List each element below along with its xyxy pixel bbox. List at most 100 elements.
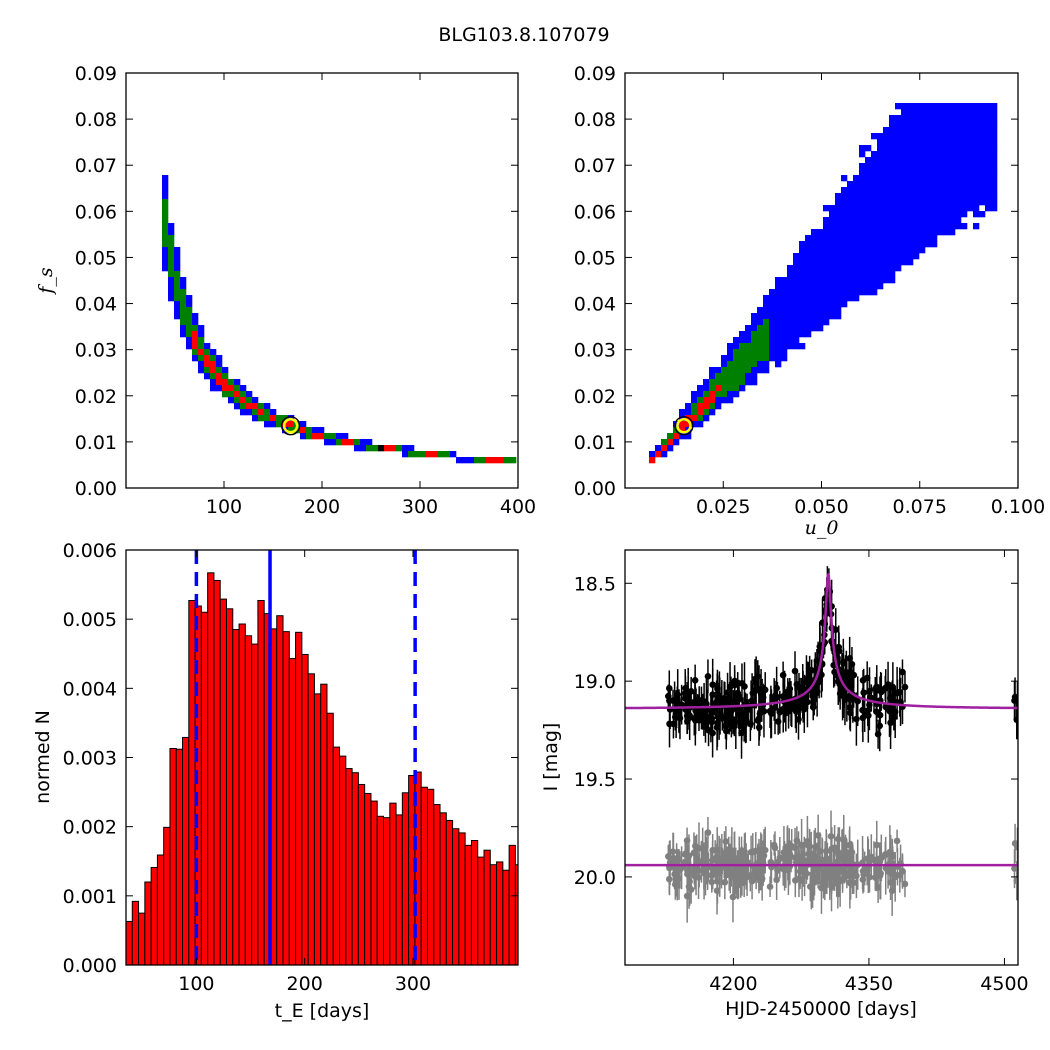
x-tick-label: 4350 — [845, 973, 893, 995]
heatmap-cell — [823, 241, 830, 248]
heatmap-cell — [907, 163, 914, 170]
heatmap-cell — [883, 145, 890, 152]
data-point — [673, 696, 681, 704]
heatmap-cell — [745, 355, 752, 362]
heatmap-cell — [162, 211, 169, 218]
heatmap-cell — [360, 445, 367, 452]
heatmap-cell — [991, 175, 998, 182]
residual-point — [795, 875, 803, 883]
heatmap-cell — [763, 319, 770, 326]
histogram-bar — [528, 834, 534, 965]
histogram-bar — [225, 608, 234, 965]
heatmap-cell — [907, 253, 914, 260]
heatmap-cell — [246, 403, 253, 410]
data-point — [734, 689, 742, 697]
heatmap-cell — [973, 223, 980, 230]
residual-point — [863, 867, 871, 875]
heatmap-cell — [739, 385, 746, 392]
heatmap-cell — [655, 451, 662, 458]
heatmap-cell — [925, 175, 932, 182]
heatmap-cell — [961, 187, 968, 194]
residual-point — [728, 847, 736, 855]
heatmap-cell — [228, 391, 235, 398]
heatmap-cell — [823, 235, 830, 242]
heatmap-cell — [829, 211, 836, 218]
heatmap-cell — [871, 163, 878, 170]
heatmap-cell — [865, 205, 872, 212]
heatmap-cell — [709, 397, 716, 404]
heatmap-cell — [985, 193, 992, 200]
residual-point — [665, 853, 672, 860]
heatmap-cell — [985, 103, 992, 110]
heatmap-cell — [925, 193, 932, 200]
heatmap-cell — [955, 157, 962, 164]
heatmap-cell — [859, 265, 866, 272]
heatmap-cell — [847, 241, 854, 248]
data-point — [721, 695, 728, 702]
heatmap-cell — [901, 235, 908, 242]
heatmap-cell — [937, 199, 944, 206]
heatmap-cell — [907, 223, 914, 230]
heatmap-cell — [174, 283, 181, 290]
residual-point — [734, 871, 742, 879]
heatmap-cell — [967, 193, 974, 200]
heatmap-cell — [877, 223, 884, 230]
heatmap-cell — [757, 349, 764, 356]
heatmap-cell — [198, 337, 205, 344]
heatmap-cell — [354, 445, 361, 452]
heatmap-cell — [889, 169, 896, 176]
heatmap-cell — [985, 121, 992, 128]
heatmap-cell — [907, 241, 914, 248]
heatmap-cell — [949, 145, 956, 152]
heatmap-cell — [234, 397, 241, 404]
heatmap-cell — [444, 451, 451, 458]
heatmap-cell — [895, 259, 902, 266]
heatmap-cell — [853, 217, 860, 224]
heatmap-cell — [859, 289, 866, 296]
heatmap-cell — [829, 289, 836, 296]
heatmap-cell — [456, 457, 463, 464]
heatmap-cell — [805, 283, 812, 290]
heatmap-cell — [769, 295, 776, 302]
heatmap-cell — [757, 331, 764, 338]
heatmap-cell — [859, 283, 866, 290]
heatmap-cell — [943, 103, 950, 110]
heatmap-cell — [895, 139, 902, 146]
heatmap-cell — [763, 301, 770, 308]
heatmap-cell — [877, 283, 884, 290]
heatmap-cell — [979, 151, 986, 158]
heatmap-cell — [787, 307, 794, 314]
heatmap-cell — [775, 361, 782, 368]
heatmap-cell — [841, 241, 848, 248]
heatmap-cell — [895, 217, 902, 224]
heatmap-cell — [955, 103, 962, 110]
heatmap-cell — [835, 277, 842, 284]
heatmap-cell — [973, 175, 980, 182]
heatmap-cell — [210, 373, 217, 380]
heatmap-cell — [324, 439, 331, 446]
heatmap-cell — [949, 163, 956, 170]
heatmap-cell — [859, 163, 866, 170]
heatmap-cell — [973, 115, 980, 122]
heatmap-cell — [168, 241, 175, 248]
heatmap-cell — [769, 355, 776, 362]
heatmap-cell — [919, 211, 926, 218]
heatmap-cell — [739, 337, 746, 344]
heatmap-cell — [877, 187, 884, 194]
histogram-bar — [295, 631, 303, 965]
heatmap-cell — [967, 121, 974, 128]
heatmap-cell — [877, 211, 884, 218]
heatmap-cell — [865, 253, 872, 260]
heatmap-cell — [799, 331, 806, 338]
heatmap-cell — [799, 301, 806, 308]
heatmap-cell — [763, 343, 770, 350]
residual-point — [841, 851, 849, 858]
heatmap-cell — [979, 115, 986, 122]
heatmap-cell — [931, 193, 938, 200]
y-tick-label: 0.06 — [574, 201, 616, 223]
heatmap-cell — [889, 217, 896, 224]
heatmap-cell — [883, 139, 890, 146]
heatmap-cell — [865, 187, 872, 194]
heatmap-cell — [895, 151, 902, 158]
heatmap-cell — [967, 169, 974, 176]
